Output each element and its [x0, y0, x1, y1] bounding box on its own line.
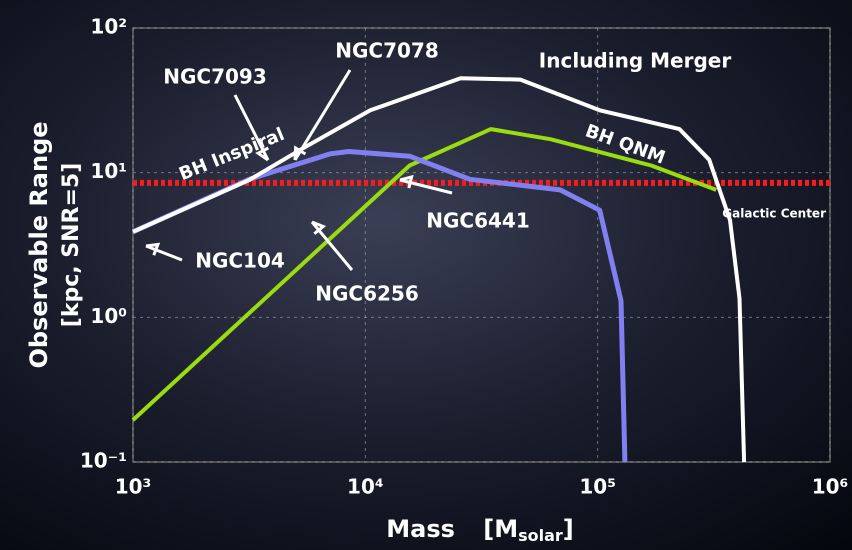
- x-unit: [M: [483, 515, 518, 543]
- annotation-label: NGC6256: [315, 282, 419, 306]
- series-line: [132, 76, 747, 463]
- arrow-head: [399, 174, 414, 189]
- x-label: Mass: [386, 515, 455, 543]
- annotation-arrow: [233, 94, 270, 161]
- y-unit: [kpc, SNR=5]: [59, 163, 84, 327]
- x-tick-label: 10⁴: [347, 475, 384, 499]
- arrow-head: [311, 220, 327, 235]
- x-axis-title: Mass [Msolar]: [386, 515, 574, 545]
- y-tick-label: 10⁻¹: [80, 449, 127, 473]
- arrow-head: [255, 146, 270, 162]
- x-tick-label: 10⁵: [579, 475, 616, 499]
- annotation-label: NGC7078: [335, 39, 439, 63]
- series-label: Including Merger: [539, 49, 732, 73]
- annotation-label: NGC7093: [163, 65, 267, 89]
- series-label: Galactic Center: [722, 207, 826, 221]
- annotation-arrow: [145, 244, 183, 262]
- y-axis-title: Observable Range [kpc, SNR=5]: [25, 121, 84, 368]
- series-line: [131, 127, 718, 422]
- y-tick-label: 10¹: [90, 159, 127, 183]
- y-label: Observable Range: [25, 121, 53, 368]
- y-tick-label: 10⁰: [90, 304, 127, 328]
- x-tick-label: 10⁶: [812, 475, 849, 499]
- arrow-head: [145, 242, 161, 256]
- x-unit-sub: solar: [518, 526, 563, 545]
- annotation-label: NGC6441: [426, 209, 530, 233]
- arrow-head: [293, 145, 307, 161]
- x-unit-end: ]: [563, 515, 574, 543]
- annotation-arrow: [399, 178, 453, 195]
- annotation-arrow: [293, 69, 352, 161]
- y-tick-label: 10²: [90, 15, 127, 39]
- series-line: [131, 149, 628, 463]
- annotation-label: NGC104: [195, 249, 285, 273]
- x-tick-label: 10³: [115, 475, 152, 499]
